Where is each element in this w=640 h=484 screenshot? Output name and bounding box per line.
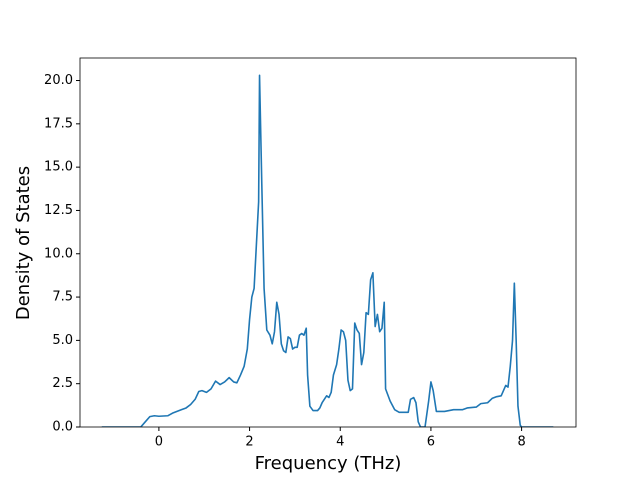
x-tick-label: 2 bbox=[245, 435, 253, 450]
y-tick-label: 20.0 bbox=[44, 73, 73, 88]
y-axis-label: Density of States bbox=[13, 166, 34, 320]
y-tick-label: 2.5 bbox=[52, 376, 73, 391]
x-tick-label: 4 bbox=[336, 435, 344, 450]
y-tick-label: 5.0 bbox=[52, 333, 73, 348]
x-tick-label: 8 bbox=[517, 435, 525, 450]
y-tick-label: 0.0 bbox=[52, 420, 73, 435]
x-tick-label: 0 bbox=[155, 435, 163, 450]
y-tick-label: 15.0 bbox=[44, 160, 73, 175]
y-tick-label: 17.5 bbox=[44, 116, 73, 131]
data-line bbox=[101, 74, 554, 427]
x-axis-label: Frequency (THz) bbox=[255, 453, 402, 474]
plot-frame bbox=[79, 57, 577, 428]
y-tick-label: 7.5 bbox=[52, 290, 73, 305]
x-tick-label: 6 bbox=[427, 435, 435, 450]
y-tick-label: 10.0 bbox=[44, 246, 73, 261]
y-tick-label: 12.5 bbox=[44, 203, 73, 218]
